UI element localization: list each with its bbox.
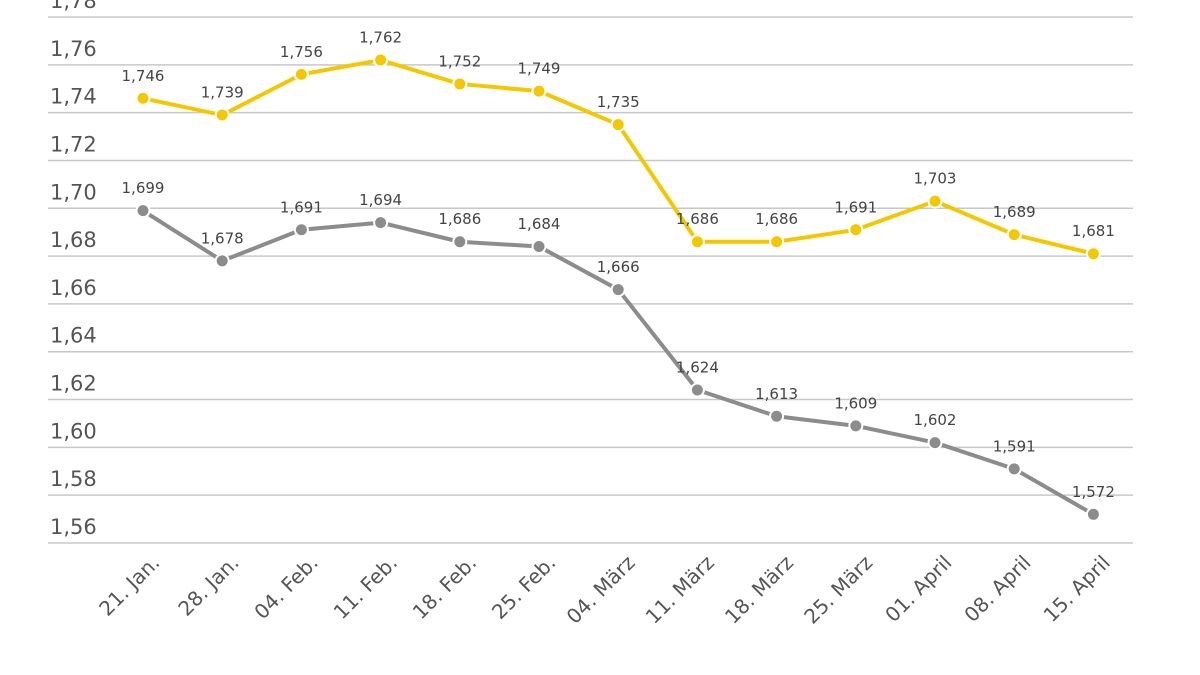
data-label: 1,666: [597, 258, 640, 276]
y-tick-label: 1,58: [50, 467, 97, 491]
y-tick-label: 1,74: [50, 85, 97, 109]
data-point: [1006, 227, 1022, 243]
data-label: 1,572: [1072, 483, 1115, 501]
data-point: [531, 83, 547, 99]
data-label: 1,602: [914, 411, 957, 429]
y-tick-label: 1,56: [50, 515, 97, 539]
data-label: 1,686: [676, 210, 719, 228]
data-point: [452, 76, 468, 92]
y-tick-label: 1,66: [50, 276, 97, 300]
data-point: [1085, 506, 1101, 522]
y-tick-label: 1,76: [50, 37, 97, 61]
data-point: [293, 222, 309, 238]
data-point: [769, 234, 785, 250]
x-tick-label: 15. April: [1039, 550, 1115, 626]
data-point: [373, 52, 389, 68]
data-label: 1,739: [201, 84, 244, 102]
data-label: 1,609: [834, 394, 877, 412]
data-point: [610, 282, 626, 298]
data-label: 1,678: [201, 229, 244, 247]
x-tick-label: 28. Jan.: [173, 550, 243, 620]
data-label: 1,752: [438, 52, 481, 70]
data-label: 1,699: [122, 179, 165, 197]
x-tick-label: 11. März: [641, 550, 719, 628]
data-point: [689, 234, 705, 250]
data-point: [927, 193, 943, 209]
x-tick-label: 18. Feb.: [408, 550, 481, 623]
x-tick-label: 01. April: [880, 550, 956, 626]
x-tick-label: 04. Feb.: [249, 550, 322, 623]
x-tick-label: 25. Feb.: [487, 550, 560, 623]
data-label: 1,735: [597, 93, 640, 111]
data-point: [135, 90, 151, 106]
data-label: 1,624: [676, 358, 719, 376]
y-tick-label: 1,72: [50, 132, 97, 156]
data-label: 1,686: [755, 210, 798, 228]
data-label: 1,689: [993, 203, 1036, 221]
data-point: [610, 117, 626, 133]
series-line: [142, 58, 1094, 256]
y-tick-label: 1,62: [50, 372, 97, 396]
y-tick-label: 1,60: [50, 419, 97, 443]
data-label: 1,691: [280, 198, 323, 216]
data-point: [214, 107, 230, 123]
data-label: 1,684: [518, 215, 561, 233]
data-label: 1,756: [280, 43, 323, 61]
data-point: [848, 418, 864, 434]
data-label: 1,613: [755, 385, 798, 403]
data-point: [293, 66, 309, 82]
x-tick-label: 04. März: [562, 550, 640, 628]
y-tick-label: 1,78: [50, 0, 97, 13]
data-point: [452, 234, 468, 250]
data-point: [769, 408, 785, 424]
x-tick-label: 25. März: [799, 550, 877, 628]
data-label: 1,691: [834, 198, 877, 216]
y-tick-label: 1,68: [50, 228, 97, 252]
data-label: 1,749: [518, 60, 561, 78]
data-point: [214, 253, 230, 269]
x-tick-label: 08. April: [959, 550, 1035, 626]
data-label: 1,746: [122, 67, 165, 85]
data-point: [689, 382, 705, 398]
y-tick-label: 1,70: [50, 180, 97, 204]
data-label: 1,591: [993, 437, 1036, 455]
data-point: [135, 203, 151, 219]
data-label: 1,762: [359, 29, 402, 47]
data-point: [373, 215, 389, 231]
data-point: [848, 222, 864, 238]
data-label: 1,703: [914, 170, 957, 188]
data-point: [1006, 461, 1022, 477]
x-tick-label: 21. Jan.: [94, 550, 164, 620]
data-point: [531, 239, 547, 255]
data-label: 1,686: [438, 210, 481, 228]
data-point: [927, 435, 943, 451]
x-tick-label: 18. März: [720, 550, 798, 628]
data-label: 1,681: [1072, 222, 1115, 240]
y-tick-label: 1,64: [50, 324, 97, 348]
x-tick-label: 11. Feb.: [329, 550, 402, 623]
data-point: [1085, 246, 1101, 262]
data-label: 1,694: [359, 191, 402, 209]
